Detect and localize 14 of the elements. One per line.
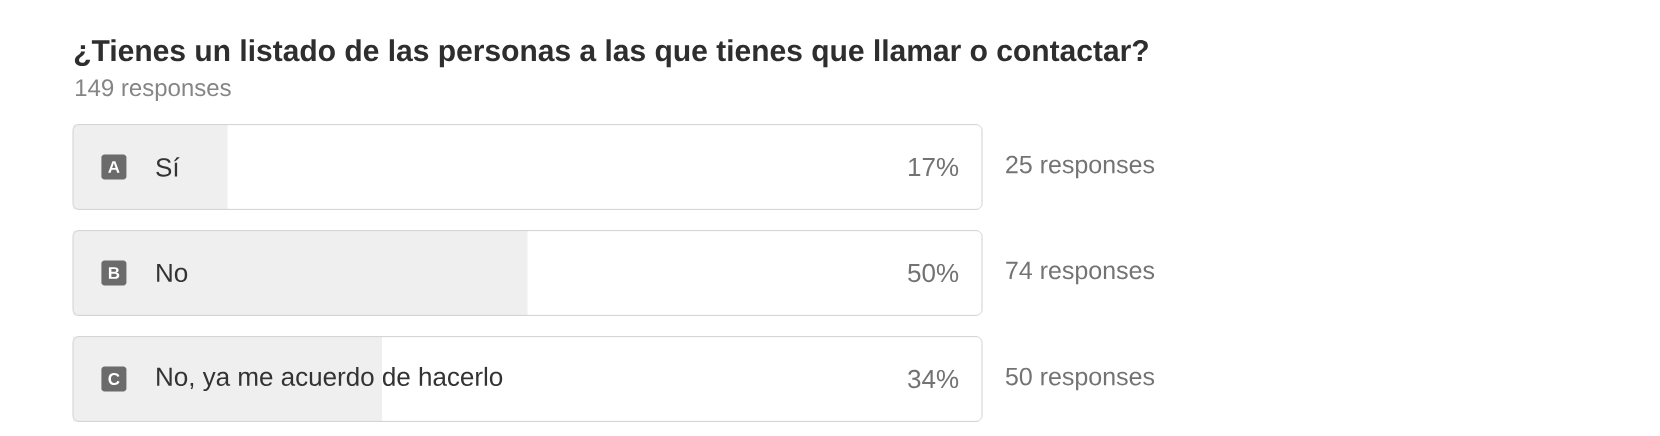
annotation: A bbox=[108, 161, 120, 173]
chart-title: ¿Tienes un listado de las personas a las que tienes que llamar o contactar? bbox=[74, 39, 1148, 68]
data-label: 34% bbox=[908, 369, 959, 389]
data-label: 50% bbox=[908, 263, 959, 283]
y-tick-label: No, ya me acuerdo de hacerlo bbox=[157, 366, 503, 392]
y-tick-label: Sí bbox=[156, 157, 180, 177]
text: 50 responses bbox=[1005, 367, 1155, 391]
annotation: B bbox=[108, 267, 120, 279]
y-tick-label: No bbox=[157, 263, 188, 283]
text: 25 responses bbox=[1006, 155, 1155, 179]
chart-subtitle: 149 responses bbox=[76, 79, 231, 101]
annotation: C bbox=[108, 372, 120, 386]
data-label: 17% bbox=[909, 157, 959, 177]
text: 74 responses bbox=[1006, 261, 1155, 285]
